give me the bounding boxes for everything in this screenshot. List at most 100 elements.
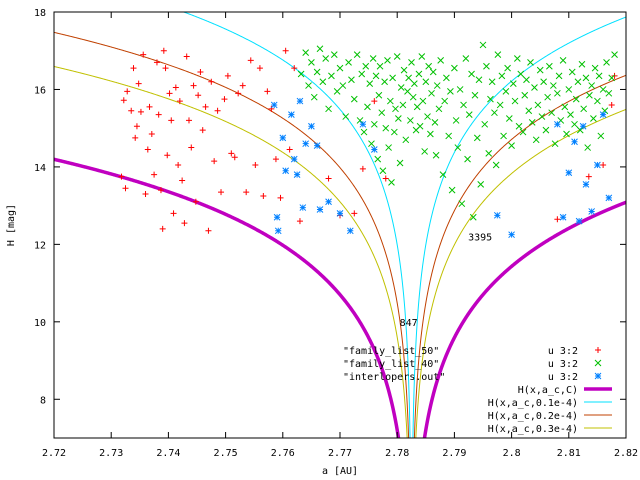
annotation-label: 847 — [400, 318, 418, 329]
series-1-point — [487, 95, 494, 103]
series-1-point — [308, 58, 315, 66]
legend-label: H(x,a_c,0.1e-4) — [488, 398, 578, 409]
series-1-point — [485, 150, 493, 157]
series-1-point — [500, 132, 507, 140]
series-1-point — [370, 120, 378, 128]
series-1-point — [376, 62, 384, 70]
legend-label: u 3:2 — [548, 359, 578, 370]
series-1-point — [550, 82, 557, 89]
series-1-point — [519, 128, 527, 136]
series-1-point — [310, 93, 318, 101]
series-0-point — [160, 47, 167, 54]
series-1-point — [328, 72, 335, 80]
series-2-point — [273, 213, 281, 221]
series-0-point — [214, 107, 221, 114]
legend-marker-sample — [594, 372, 602, 380]
x-tick-label: 2.82 — [614, 448, 638, 459]
series-0-point — [202, 103, 209, 110]
series-1-point — [302, 49, 310, 57]
series-1-point — [491, 109, 498, 117]
series-1-point — [424, 113, 431, 120]
series-1-point — [471, 91, 479, 99]
series-1-point — [297, 70, 305, 78]
series-1-point — [348, 76, 355, 84]
series-1-point — [437, 57, 445, 64]
series-1-point — [591, 64, 599, 72]
series-1-point — [452, 117, 460, 124]
series-0-point — [325, 175, 332, 182]
series-1-point — [528, 119, 536, 126]
series-1-point — [574, 78, 582, 86]
series-1-point — [608, 74, 616, 82]
series-0-point — [221, 96, 228, 103]
series-2-point — [288, 111, 295, 118]
legend-label: u 3:2 — [548, 372, 578, 383]
series-0-point — [175, 161, 182, 168]
series-1-point — [561, 103, 569, 111]
series-2-point — [290, 155, 298, 163]
series-1-point — [475, 76, 483, 84]
legend-label: H(x,a_c,0.2e-4) — [488, 411, 578, 422]
series-0-point — [231, 154, 238, 161]
series-1-point — [384, 57, 391, 64]
series-1-point — [366, 80, 374, 87]
series-0-point — [264, 88, 271, 95]
series-1-point — [513, 55, 521, 62]
series-0-point — [118, 173, 125, 180]
series-2-point — [575, 217, 583, 225]
series-1-point — [409, 93, 417, 101]
series-0-point — [190, 82, 197, 89]
series-1-point — [548, 109, 555, 117]
series-0-point — [159, 225, 166, 232]
series-1-point — [538, 113, 546, 120]
legend-marker-sample — [594, 359, 602, 367]
series-0-point — [608, 101, 615, 108]
annotation-label: 3395 — [468, 233, 492, 244]
series-1-point — [413, 103, 421, 111]
legend-label: H(x,a_c,0.3e-4) — [488, 424, 578, 435]
series-0-point — [148, 130, 155, 137]
series-1-point — [399, 101, 407, 109]
series-1-point — [378, 109, 386, 117]
series-1-point — [345, 58, 352, 66]
series-1-point — [393, 53, 401, 60]
series-0-point — [192, 198, 199, 205]
series-1-point — [447, 88, 454, 95]
series-1-point — [388, 179, 395, 186]
series-0-point — [128, 107, 135, 114]
series-1-point — [353, 51, 361, 58]
series-2-point — [325, 198, 332, 206]
series-1-point — [481, 120, 489, 128]
series-1-point — [576, 126, 584, 134]
series-1-point — [509, 80, 517, 87]
series-1-point — [532, 136, 540, 144]
series-0-point — [176, 98, 183, 105]
series-1-point — [594, 97, 601, 105]
series-1-point — [382, 124, 390, 132]
series-2-point — [293, 171, 301, 179]
axes: 2.72 2.73 2.74 2.75 2.76 2.77 2.78 2.79 2.8 2.81 2… — [34, 8, 638, 459]
series-1-point — [515, 122, 523, 130]
series-1-point — [325, 105, 332, 113]
series-0-point — [185, 117, 192, 124]
series-0-point — [247, 57, 254, 64]
series-0-point — [585, 173, 592, 180]
series-1-point — [364, 103, 371, 111]
series-1-point — [611, 51, 618, 58]
series-1-point — [405, 74, 412, 82]
series-0-point — [166, 90, 173, 97]
series-1-point — [567, 111, 574, 118]
series-1-point — [469, 213, 477, 221]
x-axis-label: a [AU] — [322, 466, 358, 477]
series-1-point — [333, 88, 341, 95]
series-1-point — [504, 64, 511, 72]
series-1-point — [350, 95, 358, 103]
series-0-point — [554, 216, 561, 223]
series-1-point — [416, 122, 424, 130]
series-1-point — [390, 128, 398, 136]
series-1-point — [362, 62, 370, 70]
series-2-point — [554, 120, 561, 128]
series-1-point — [431, 119, 439, 126]
series-0-point — [260, 192, 267, 199]
series-1-point — [356, 117, 364, 124]
